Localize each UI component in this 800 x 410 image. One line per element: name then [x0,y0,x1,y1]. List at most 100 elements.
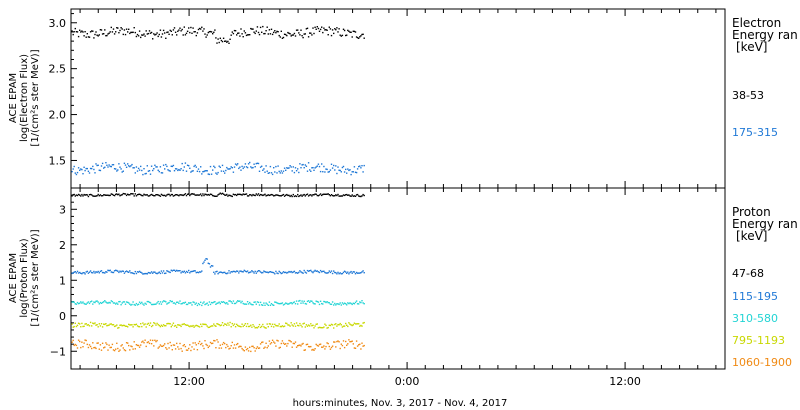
proton-point [113,302,116,304]
proton-point [225,194,227,196]
proton-point [263,302,265,304]
proton-point [286,193,288,196]
proton-point [362,322,364,324]
electron-point [264,32,266,35]
proton-point [293,301,296,303]
proton-point [350,270,352,273]
proton-point [181,323,183,326]
proton-point [162,270,165,272]
proton-point [232,347,235,349]
electron-point [91,167,93,170]
electron-point [161,172,164,174]
proton-point [354,195,357,197]
proton-point [204,259,206,261]
proton-point [259,301,262,304]
electron-point [313,169,315,171]
proton-point [254,270,256,273]
proton-point [317,327,320,329]
proton-point [244,303,247,305]
proton-point [216,302,218,305]
proton-point [91,194,93,196]
proton-point [304,326,306,328]
proton-point [75,194,78,196]
proton-point [128,194,130,196]
electron-point [325,29,327,31]
proton-point [215,325,217,327]
proton-point [85,303,87,305]
electron-point [168,169,170,172]
proton-point [156,272,158,275]
electron-point [143,33,145,35]
proton-point [359,343,361,345]
proton-point [133,273,135,275]
proton-point [226,343,228,346]
proton-point [119,270,121,272]
proton-point [195,324,197,327]
electron-point [95,31,97,33]
proton-point [246,347,249,350]
electron-point [152,38,154,40]
proton-point [203,194,205,197]
proton-point [123,301,126,303]
proton-point [148,301,151,303]
electron-point [206,170,208,172]
electron-point [100,165,103,167]
electron-point [358,165,360,168]
proton-point [325,301,327,304]
electron-point [129,32,131,35]
proton-point [219,302,221,305]
proton-point [280,195,282,197]
proton-point [317,345,320,347]
proton-point [205,193,207,196]
proton-point [92,195,94,197]
electron-point [206,34,208,36]
electron-point [237,163,239,165]
proton-point [153,195,155,197]
proton-point [96,271,98,274]
proton-point [147,341,150,343]
proton-point [252,271,254,273]
electron-point [305,28,308,30]
proton-point [142,303,144,305]
proton-point [85,323,87,325]
electron-point [269,165,272,168]
proton-point [205,258,207,260]
proton-point [203,323,205,326]
proton-point [145,345,147,348]
electron-point [154,34,156,36]
electron-point [259,166,262,168]
electron-point [249,34,251,36]
proton-point [313,270,315,273]
proton-point [120,304,122,306]
electron-point [115,168,117,170]
proton-point [219,192,221,194]
proton-point [336,194,338,197]
electron-point [109,31,111,33]
proton-point [356,272,359,274]
proton-point [161,301,164,303]
electron-point [240,169,242,171]
proton-point [354,273,357,275]
proton-point [206,302,208,304]
proton-point [242,271,244,273]
proton-point [202,302,204,304]
proton-point [258,304,261,306]
proton-point [173,325,176,327]
electron-point [277,165,279,167]
electron-point [250,166,252,168]
proton-point [122,347,124,349]
electron-point [257,31,260,34]
proton-point [117,347,119,350]
proton-point [164,325,166,327]
electron-point [242,167,244,170]
electron-point [325,168,327,170]
proton-point [146,273,148,275]
proton-point [323,300,325,303]
electron-point [277,31,279,33]
electron-point [169,170,171,172]
proton-point [141,301,143,304]
proton-point [147,195,150,197]
proton-point [210,342,213,345]
electron-point [97,35,99,37]
proton-point [184,193,187,195]
